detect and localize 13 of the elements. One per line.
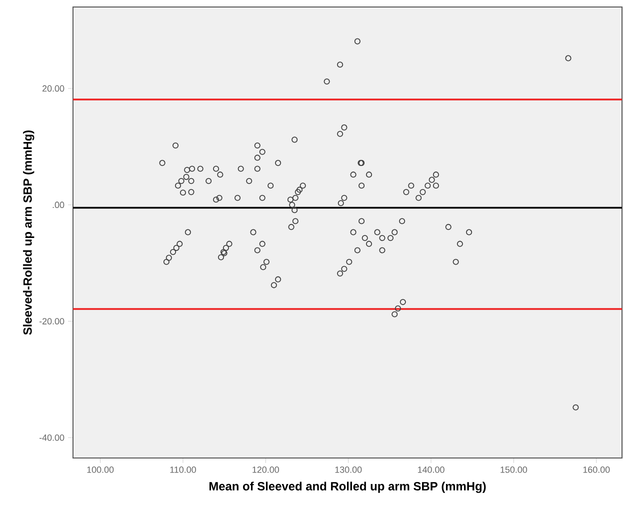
x-tick-label: 140.00 [418,466,444,473]
y-tick-label: -40.00 [39,434,64,441]
x-axis-title: Mean of Sleeved and Rolled up arm SBP (mmHg) [209,482,486,493]
x-tick-label: 110.00 [170,466,196,473]
y-tick-label: -20.00 [39,318,64,324]
x-tick-label: 120.00 [252,466,280,473]
y-tick-label: .00 [52,202,64,208]
x-tick-label: 150.00 [500,466,528,473]
x-tick-label: 130.00 [335,466,362,473]
y-tick-label: 20.00 [42,85,64,92]
y-axis-title: Sleeved-Rolled up arm SBP (mmHg) [23,130,34,335]
x-tick-label: 100.00 [87,466,114,473]
x-tick-label: 160.00 [583,466,610,473]
